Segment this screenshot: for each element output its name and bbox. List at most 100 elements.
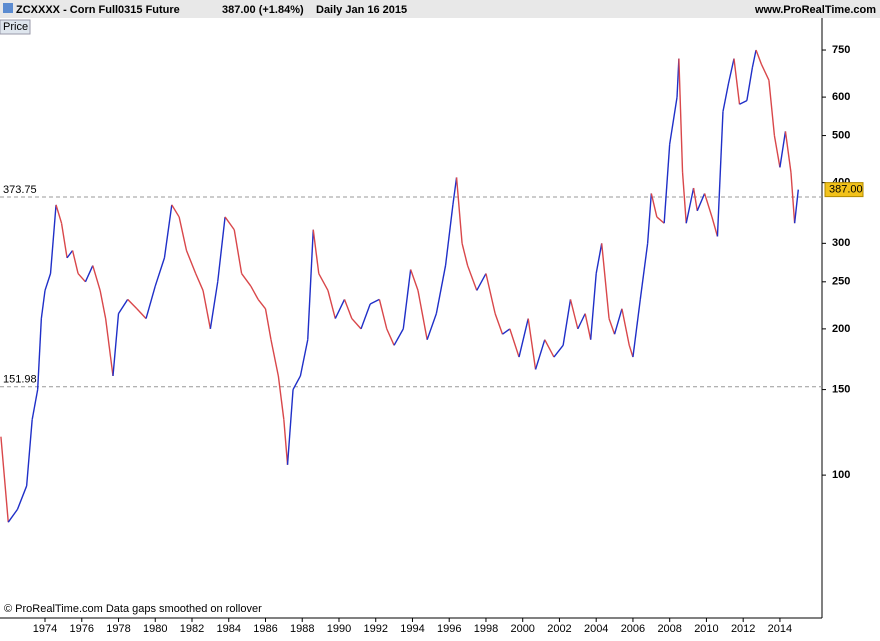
last-price-label: 387.00 <box>829 184 863 196</box>
price-segment <box>241 273 252 287</box>
price-segment <box>502 328 511 335</box>
price-segment <box>628 345 634 358</box>
price-segment <box>343 299 353 319</box>
price-segment <box>31 389 39 420</box>
x-tick-label: 2004 <box>584 623 608 635</box>
period: Daily Jan 16 2015 <box>316 4 407 16</box>
price-segment <box>7 508 19 523</box>
x-tick-label: 2014 <box>768 623 792 635</box>
price-segment <box>283 419 289 465</box>
price-segment <box>209 281 219 329</box>
price-segment <box>369 298 380 305</box>
x-tick-label: 1978 <box>106 623 130 635</box>
price-segment <box>663 144 671 224</box>
price-segment <box>485 273 496 314</box>
price-segment <box>727 58 735 84</box>
price-segment <box>360 303 371 330</box>
price-segment <box>476 273 487 291</box>
price-segment <box>112 313 120 377</box>
price-segment <box>793 189 799 224</box>
price-segment <box>790 172 796 224</box>
quote: 387.00 (+1.84%) <box>222 4 304 16</box>
price-segment <box>171 204 180 218</box>
price-segment <box>760 64 770 81</box>
price-segment <box>608 318 616 335</box>
price-segment <box>163 204 173 258</box>
price-segment <box>99 290 107 319</box>
price-segment <box>270 339 280 377</box>
x-tick-label: 1988 <box>290 623 314 635</box>
price-segment <box>527 318 537 370</box>
x-tick-label: 1982 <box>180 623 204 635</box>
price-segment <box>534 339 546 370</box>
price-segment <box>711 216 719 237</box>
price-segment <box>569 299 579 330</box>
y-tick-label: 150 <box>832 383 850 395</box>
price-segment <box>784 131 792 173</box>
x-tick-label: 2008 <box>657 623 681 635</box>
price-segment <box>553 344 564 358</box>
price-segment <box>127 298 138 310</box>
panel-label: Price <box>3 21 28 33</box>
price-segment <box>716 111 724 237</box>
price-segment <box>378 299 388 330</box>
price-segment <box>696 193 706 212</box>
price-segment <box>746 67 754 101</box>
price-segment <box>351 318 362 330</box>
price-segment <box>621 308 630 346</box>
price-segment <box>755 49 763 65</box>
price-segment <box>286 389 294 465</box>
price-segment <box>417 290 428 340</box>
price-segment <box>84 265 94 283</box>
price-segment <box>678 58 684 173</box>
price-segment <box>233 229 243 274</box>
price-segment <box>16 485 28 510</box>
price-segment <box>104 318 114 377</box>
price-segment <box>77 273 86 283</box>
x-tick-label: 1980 <box>143 623 167 635</box>
footer: © ProRealTime.com Data gaps smoothed on … <box>4 603 262 615</box>
price-segment <box>739 100 748 105</box>
price-segment <box>217 216 226 282</box>
price-segment <box>639 243 649 300</box>
price-segment <box>66 250 74 259</box>
price-segment <box>773 135 781 168</box>
last-price-badge <box>824 182 864 198</box>
y-tick-label: 500 <box>832 129 850 141</box>
price-segment <box>577 313 586 330</box>
price-segment <box>509 328 520 358</box>
price-segment <box>334 299 346 319</box>
price-segment <box>632 299 641 358</box>
price-segment <box>650 193 658 218</box>
price-segment <box>25 419 33 486</box>
price-segment <box>178 216 188 251</box>
price-segment <box>703 193 713 218</box>
price-segment <box>312 229 320 274</box>
y-tick-label: 600 <box>832 91 850 103</box>
price-segment <box>595 243 603 274</box>
symbol: ZCXXXX - Corn Full0315 Future <box>16 4 180 16</box>
price-segment <box>402 269 412 329</box>
price-segment <box>494 313 504 335</box>
price-segment <box>44 273 52 291</box>
header-bar <box>0 0 880 18</box>
price-segment <box>202 290 212 330</box>
x-tick-label: 2010 <box>694 623 718 635</box>
price-segment <box>466 265 478 291</box>
price-segment <box>318 273 329 291</box>
price-segment <box>257 298 267 310</box>
site: www.ProRealTime.com <box>754 4 876 16</box>
price-segment <box>601 243 610 319</box>
price-segment <box>584 313 592 340</box>
x-tick-label: 1996 <box>437 623 461 635</box>
y-tick-label: 100 <box>832 469 850 481</box>
price-segment <box>562 299 572 346</box>
panel-tab <box>0 19 31 35</box>
price-segment <box>299 339 309 377</box>
x-tick-label: 1974 <box>33 623 57 635</box>
price-segment <box>307 229 314 340</box>
price-segment <box>444 204 454 266</box>
price-segment <box>779 131 787 168</box>
price-segment <box>409 269 419 291</box>
